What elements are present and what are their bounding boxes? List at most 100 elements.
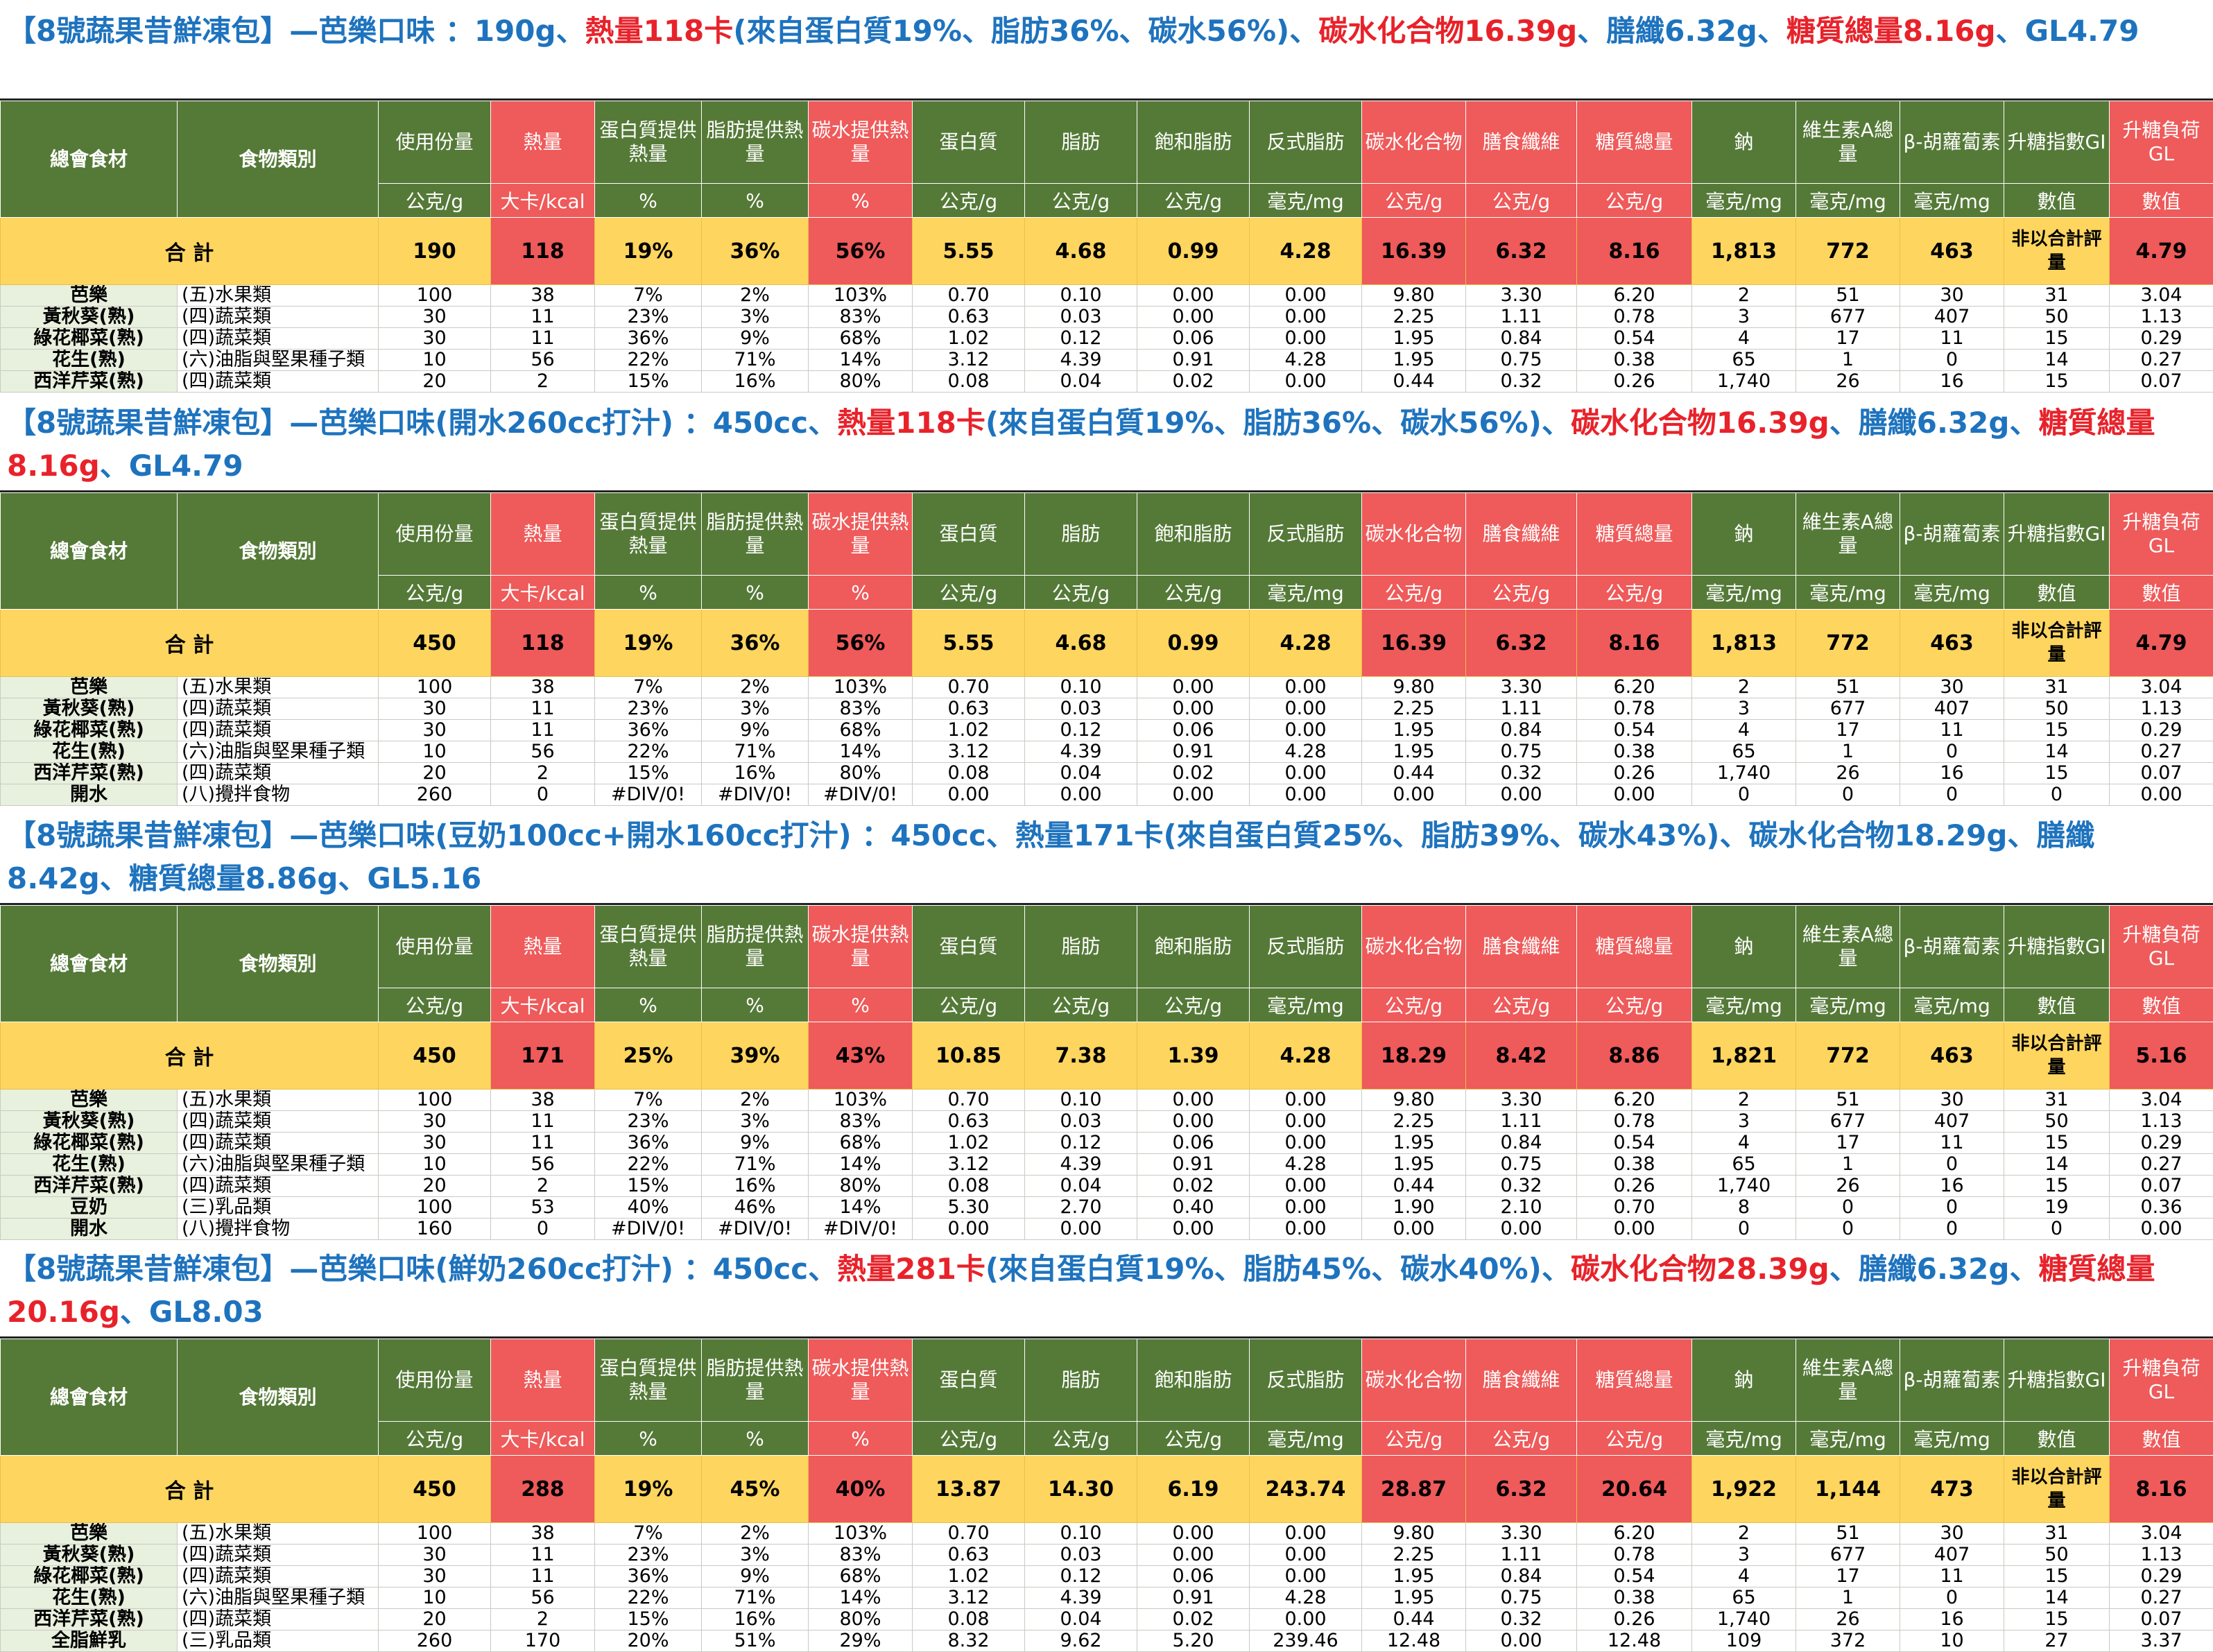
table-cell: 16 — [1900, 1176, 2004, 1197]
total-gi-note: 非以合計評量 — [2004, 218, 2110, 285]
table-cell: 0.07 — [2110, 1176, 2213, 1197]
column-header: 維生素A總量 — [1796, 906, 1900, 988]
table-cell: 11 — [491, 307, 595, 328]
table-cell: #DIV/0! — [595, 784, 702, 806]
title-text: 、GL4.79 — [1996, 14, 2139, 48]
ingredient-name: 黃秋葵(熟) — [1, 1111, 178, 1133]
unit-header: % — [702, 576, 809, 610]
total-value: 5.55 — [913, 218, 1025, 285]
table-cell: 80% — [809, 371, 913, 393]
table-cell: 0.00 — [1250, 1176, 1362, 1197]
title-highlight: 碳水化合物16.39g — [1571, 406, 1829, 440]
table-cell: 51 — [1796, 1090, 1900, 1111]
total-value: 1.39 — [1137, 1022, 1250, 1090]
unit-header: 數值 — [2110, 988, 2213, 1022]
table-cell: 16 — [1900, 763, 2004, 784]
column-header: 糖質總量 — [1577, 1339, 1692, 1422]
table-cell: #DIV/0! — [595, 1219, 702, 1240]
table-cell: 1.02 — [913, 328, 1025, 350]
table-cell: 26 — [1796, 763, 1900, 784]
total-value: 171 — [491, 1022, 595, 1090]
column-header: 蛋白質提供熱量 — [595, 906, 702, 988]
table-cell: 0.12 — [1025, 328, 1137, 350]
column-header: 維生素A總量 — [1796, 493, 1900, 576]
table-cell: 0.32 — [1466, 763, 1577, 784]
table-cell: 3.04 — [2110, 677, 2213, 698]
unit-header: 毫克/mg — [1900, 184, 2004, 218]
column-header: 飽和脂肪 — [1137, 493, 1250, 576]
table-cell: 0.00 — [1137, 784, 1250, 806]
table-cell: 83% — [809, 307, 913, 328]
unit-header: 毫克/mg — [1900, 1422, 2004, 1456]
title-highlight: 碳水化合物28.39g — [1571, 1252, 1829, 1286]
table-cell: 0.00 — [1137, 1545, 1250, 1566]
table-cell: 17 — [1796, 720, 1900, 741]
table-cell: 0 — [1692, 784, 1796, 806]
ingredient-name: 黃秋葵(熟) — [1, 698, 178, 720]
table-cell: 0.44 — [1362, 763, 1466, 784]
total-value: 8.86 — [1577, 1022, 1692, 1090]
table-cell: 0.00 — [913, 1219, 1025, 1240]
table-cell: 11 — [1900, 328, 2004, 350]
table-cell: 3.12 — [913, 1588, 1025, 1609]
unit-header: 公克/g — [913, 1422, 1025, 1456]
table-cell: 3.12 — [913, 350, 1025, 371]
table-cell: 1.95 — [1362, 328, 1466, 350]
table-cell: 2 — [491, 371, 595, 393]
table-cell: 4 — [1692, 328, 1796, 350]
ingredient-name: 開水 — [1, 784, 178, 806]
table-cell: 0.54 — [1577, 1566, 1692, 1588]
total-value: 6.32 — [1466, 218, 1577, 285]
table-cell: 0.12 — [1025, 720, 1137, 741]
unit-header: 大卡/kcal — [491, 1422, 595, 1456]
table-cell: 0.78 — [1577, 1545, 1692, 1566]
table-cell: 0.70 — [1577, 1197, 1692, 1219]
table-cell: 0.75 — [1466, 1154, 1577, 1176]
total-value: 450 — [379, 1456, 491, 1523]
column-header: 糖質總量 — [1577, 101, 1692, 184]
table-cell: 407 — [1900, 698, 2004, 720]
table-cell: 0.27 — [2110, 350, 2213, 371]
total-value: 8.16 — [1577, 610, 1692, 677]
title-text: 【8號蔬果昔鮮凍包】—芭樂口味(開水260cc打汁) ：450cc、 — [7, 406, 837, 440]
unit-header: 公克/g — [913, 184, 1025, 218]
table-cell: 0.00 — [1466, 1219, 1577, 1240]
title-text: 、膳纖6.32g、 — [1577, 14, 1786, 48]
column-header-lead: 食物類別 — [178, 906, 379, 1022]
column-header: 鈉 — [1692, 493, 1796, 576]
table-cell: 0 — [1900, 1219, 2004, 1240]
table-cell: 1.13 — [2110, 1545, 2213, 1566]
ingredient-name: 西洋芹菜(熟) — [1, 1609, 178, 1631]
total-value: 13.87 — [913, 1456, 1025, 1523]
column-header: 蛋白質 — [913, 1339, 1025, 1422]
food-category: (五)水果類 — [178, 285, 379, 307]
table-cell: 2 — [1692, 285, 1796, 307]
ingredient-name: 綠花椰菜(熟) — [1, 328, 178, 350]
table-cell: 71% — [702, 350, 809, 371]
table-cell: 83% — [809, 698, 913, 720]
food-category: (四)蔬菜類 — [178, 1176, 379, 1197]
header-row: 總會食材食物類別使用份量熱量蛋白質提供熱量脂肪提供熱量碳水提供熱量蛋白質脂肪飽和… — [1, 493, 2213, 576]
total-value: 16.39 — [1362, 610, 1466, 677]
table-cell: 2.25 — [1362, 307, 1466, 328]
unit-header: 毫克/mg — [1250, 988, 1362, 1022]
unit-header: 數值 — [2004, 1422, 2110, 1456]
total-value: 473 — [1900, 1456, 2004, 1523]
table-cell: 0.00 — [2110, 1219, 2213, 1240]
table-cell: 3.12 — [913, 741, 1025, 763]
table-cell: 407 — [1900, 307, 2004, 328]
title-highlight: 熱量118卡 — [837, 406, 985, 440]
unit-header: 毫克/mg — [1692, 1422, 1796, 1456]
table-cell: 0.00 — [1250, 1133, 1362, 1154]
table-cell: 20 — [379, 763, 491, 784]
table-cell: 0.27 — [2110, 741, 2213, 763]
column-header: 碳水提供熱量 — [809, 1339, 913, 1422]
unit-header: 公克/g — [913, 576, 1025, 610]
ingredient-name: 西洋芹菜(熟) — [1, 371, 178, 393]
table-cell: 100 — [379, 285, 491, 307]
